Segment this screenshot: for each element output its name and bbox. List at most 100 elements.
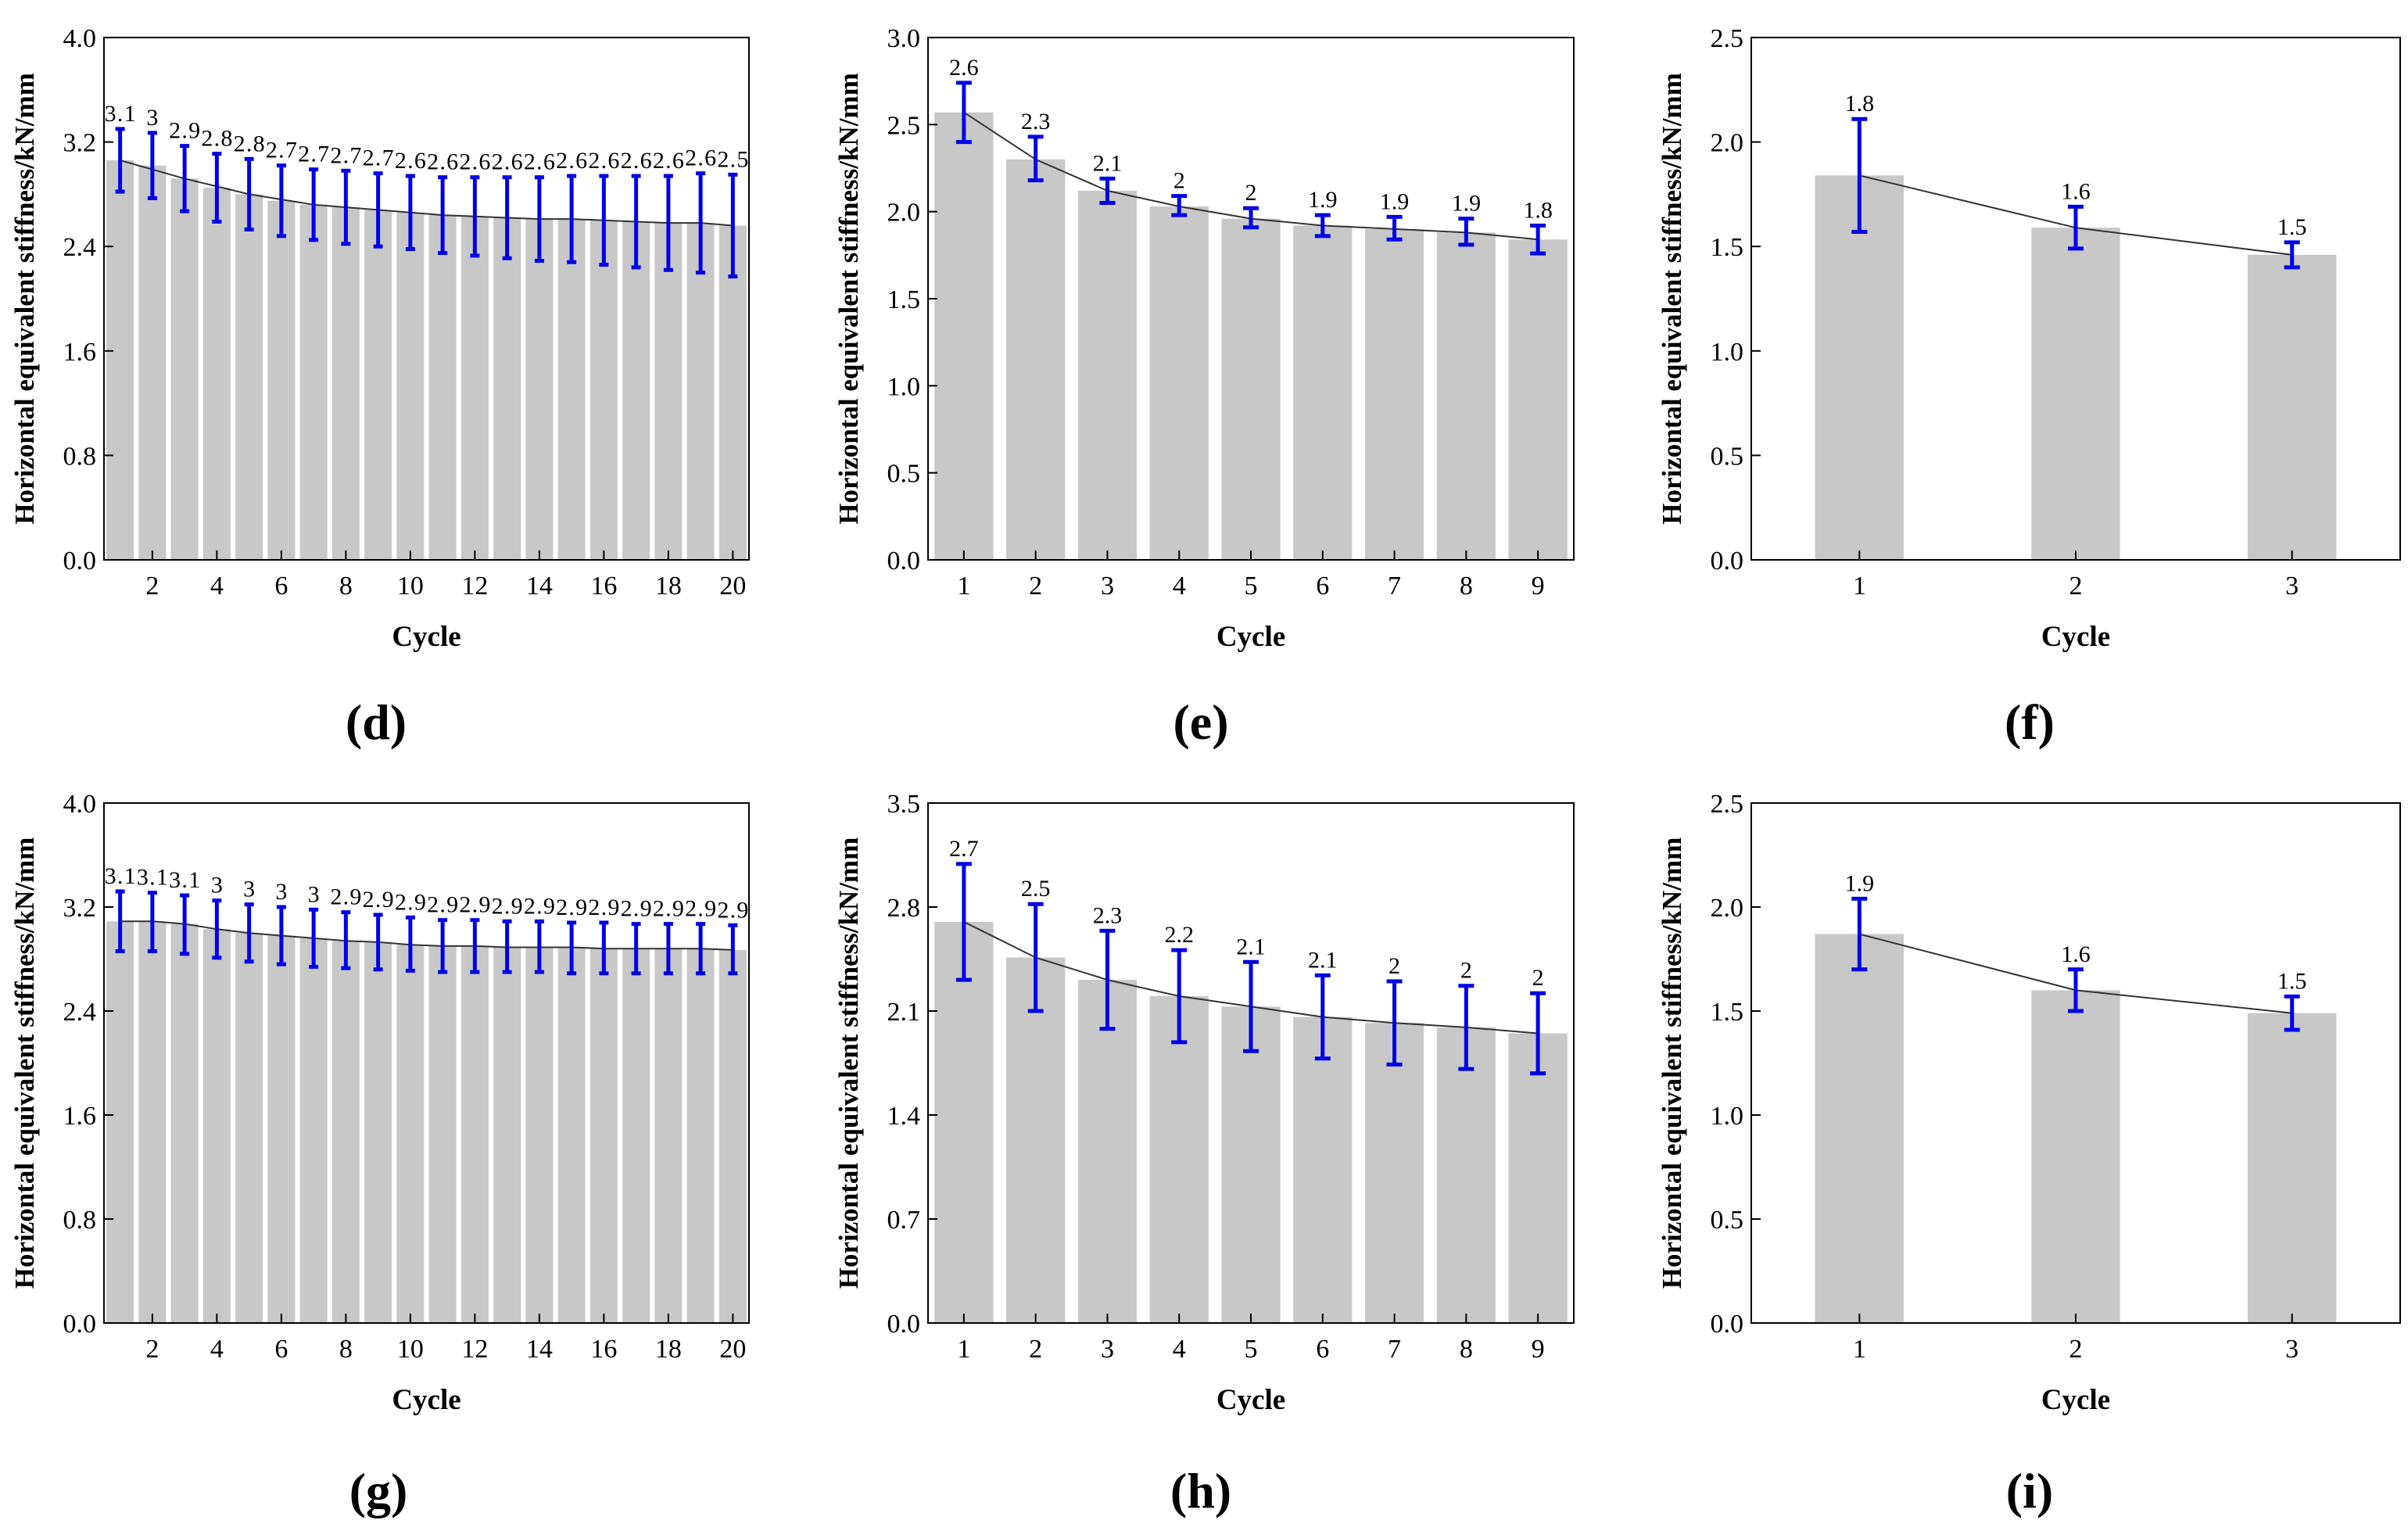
x-axis-title: Cycle	[392, 621, 460, 653]
bar	[934, 922, 994, 1323]
bar	[557, 947, 586, 1323]
data-label: 1.9	[1380, 188, 1410, 214]
y-axis-title: Horizontal equivalent stiffness/kN/mm	[9, 73, 40, 524]
error-bar	[1386, 214, 1403, 242]
panel-d: 3.1 32.9 2.8 2.8 2.7 2.7 2.7 2.7 2.6 2.6 2.6 2.6 2.6…	[9, 24, 750, 750]
data-label: 2.1	[1308, 947, 1338, 973]
bar	[718, 225, 747, 560]
x-tick-label: 10	[397, 572, 424, 601]
data-label: 2.6	[492, 149, 523, 175]
x-tick-label: 18	[655, 1335, 682, 1364]
x-tick-label: 18	[655, 572, 682, 601]
x-axis-title: Cycle	[1217, 621, 1285, 653]
y-tick-label: 0.0	[887, 1310, 921, 1339]
bar	[622, 221, 650, 560]
y-tick-label: 1.5	[887, 285, 921, 314]
x-tick-label: 9	[1532, 1335, 1545, 1364]
error-bar	[1027, 134, 1044, 183]
x-tick-label: 1	[1853, 572, 1866, 601]
y-tick-label: 1.4	[887, 1102, 921, 1131]
bar	[331, 207, 360, 560]
data-label: 2.7	[266, 138, 297, 163]
error-bar	[309, 167, 319, 242]
bar	[2247, 254, 2337, 560]
x-tick-label: 12	[461, 1335, 488, 1364]
bar	[2247, 1013, 2337, 1323]
data-label: 2.9	[363, 887, 394, 913]
y-tick-label: 3.0	[887, 24, 921, 53]
y-tick-label: 0.0	[887, 547, 921, 575]
bar	[1221, 218, 1281, 560]
bar	[170, 923, 199, 1323]
x-tick-label: 1	[957, 1335, 970, 1364]
error-bar	[1243, 959, 1259, 1053]
error-bar	[696, 922, 706, 976]
bar	[460, 216, 489, 560]
panel-label: (h)	[1170, 1463, 1231, 1518]
y-tick-label: 1.6	[63, 338, 97, 367]
bar	[654, 223, 683, 560]
x-tick-label: 5	[1245, 572, 1258, 601]
fit-line	[120, 160, 733, 227]
x-tick-label: 20	[719, 1335, 746, 1364]
data-label: 3.1	[137, 865, 168, 891]
data-label: 2.1	[1236, 934, 1266, 959]
y-tick-label: 2.4	[63, 998, 97, 1027]
data-label: 2	[1460, 958, 1472, 984]
y-tick-label: 0.5	[887, 460, 921, 489]
y-tick-label: 0.0	[63, 1310, 97, 1339]
x-axis-title: Cycle	[392, 1384, 460, 1416]
y-tick-label: 3.2	[63, 129, 97, 158]
bar	[589, 948, 618, 1323]
data-label: 1.6	[2061, 941, 2091, 967]
error-bar	[1099, 176, 1116, 206]
bar	[428, 215, 457, 560]
y-tick-label: 4.0	[63, 790, 97, 819]
data-label: 2.6	[459, 149, 490, 175]
bar	[1006, 957, 1066, 1323]
error-bar	[502, 919, 512, 974]
x-tick-label: 8	[1460, 1335, 1473, 1364]
data-label: 3	[146, 105, 158, 131]
bar	[138, 165, 167, 560]
data-label: 1.5	[2277, 214, 2307, 240]
data-label: 1.8	[1523, 197, 1553, 223]
bar	[364, 941, 392, 1323]
bar	[106, 921, 134, 1323]
bar	[138, 921, 167, 1323]
bar	[267, 200, 296, 560]
error-bar	[1171, 194, 1188, 217]
x-tick-label: 7	[1388, 1335, 1401, 1364]
y-axis-title: Horizontal equivalent stiffness/kN/mm	[1657, 837, 1687, 1289]
y-tick-label: 0.0	[1711, 1310, 1744, 1339]
bar	[1221, 1006, 1281, 1323]
bar	[686, 223, 715, 560]
x-tick-label: 2	[2069, 572, 2083, 601]
plot-frame	[103, 802, 750, 1324]
data-label: 3.1	[105, 863, 136, 889]
panel-label: (e)	[1173, 694, 1228, 750]
fit-line	[120, 920, 733, 951]
data-label: 2.9	[330, 884, 361, 910]
bar	[493, 217, 521, 560]
data-label: 2.6	[427, 149, 458, 175]
data-label: 2.6	[685, 145, 716, 171]
bar	[331, 941, 360, 1323]
error-bar	[147, 891, 157, 954]
error-bar	[696, 171, 706, 275]
data-label: 2.9	[556, 895, 587, 920]
y-tick-label: 2.5	[1711, 24, 1744, 53]
y-tick-label: 2.0	[1711, 894, 1744, 923]
bar	[1149, 206, 1209, 560]
x-tick-label: 8	[339, 1335, 353, 1364]
x-tick-label: 4	[210, 572, 224, 601]
error-bar	[147, 131, 157, 200]
error-bar	[534, 919, 544, 974]
error-bar	[1314, 973, 1331, 1061]
data-label: 2.3	[1021, 109, 1051, 134]
error-bar	[567, 920, 577, 976]
panel-h: 2.7 2.5 2.3 2.2 2.1 2.1 2 2 2 0.0 0.7 1.4 2.1 2.8 3.5 1…	[833, 790, 1575, 1518]
error-bar	[1458, 217, 1475, 247]
x-tick-label: 7	[1388, 572, 1401, 601]
error-bar	[1386, 979, 1403, 1067]
